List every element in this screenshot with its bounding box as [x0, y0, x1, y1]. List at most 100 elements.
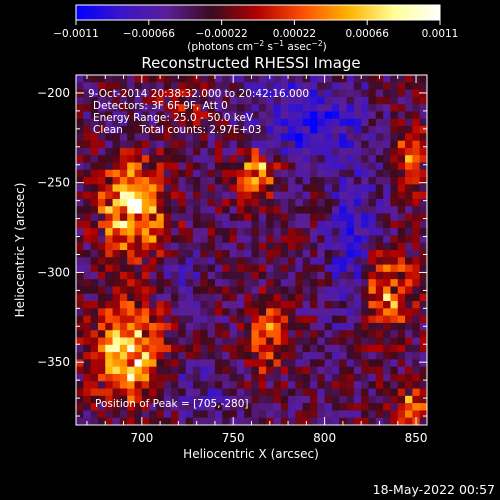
heatmap-cell: [280, 257, 289, 266]
heatmap-cell: [178, 220, 187, 229]
heatmap-cell: [83, 118, 92, 127]
heatmap-cell: [193, 395, 201, 404]
heatmap-cell: [163, 228, 172, 237]
heatmap-cell: [258, 169, 267, 178]
heatmap-cell: [331, 169, 340, 178]
heatmap-cell: [83, 228, 92, 237]
heatmap-cell: [390, 126, 399, 134]
heatmap-cell: [317, 388, 326, 397]
heatmap-cell: [171, 96, 179, 105]
heatmap-cell: [324, 322, 333, 331]
heatmap-cell: [419, 373, 427, 382]
heatmap-cell: [134, 126, 143, 134]
heatmap-cell: [156, 337, 165, 346]
heatmap-cell: [368, 191, 377, 200]
heatmap-cell: [214, 344, 223, 353]
heatmap-cell: [171, 315, 179, 324]
heatmap-cell: [390, 264, 399, 273]
heatmap-cell: [302, 198, 311, 207]
heatmap-cell: [193, 155, 201, 164]
heatmap-cell: [317, 111, 326, 120]
heatmap-cell: [258, 250, 267, 258]
heatmap-cell: [200, 162, 209, 171]
heatmap-cell: [368, 388, 377, 397]
heatmap-cell: [127, 104, 136, 113]
heatmap-cell: [149, 403, 158, 412]
heatmap-cell: [324, 220, 333, 229]
heatmap-cell: [171, 111, 179, 120]
heatmap-cell: [310, 162, 318, 171]
heatmap-cell: [346, 388, 355, 397]
heatmap-cell: [419, 184, 427, 193]
heatmap-cell: [76, 140, 84, 149]
heatmap-cell: [178, 111, 187, 120]
heatmap-cell: [90, 293, 99, 302]
heatmap-cell: [331, 417, 340, 425]
heatmap-cell: [295, 140, 304, 149]
heatmap-cell: [193, 206, 201, 215]
heatmap-cell: [258, 264, 267, 273]
heatmap-cell: [112, 308, 121, 317]
heatmap-cell: [97, 279, 106, 288]
heatmap-cell: [295, 337, 304, 346]
heatmap-cell: [375, 352, 384, 360]
heatmap-cell: [97, 228, 106, 237]
heatmap-cell: [280, 242, 289, 251]
heatmap-cell: [236, 250, 245, 258]
heatmap-cell: [193, 104, 201, 113]
heatmap-cell: [97, 147, 106, 156]
heatmap-cell: [273, 337, 282, 346]
heatmap-cell: [178, 308, 187, 317]
heatmap-cell: [390, 344, 399, 353]
heatmap-cell: [163, 410, 172, 419]
heatmap-cell: [310, 242, 318, 251]
heatmap-cell: [185, 403, 194, 412]
heatmap-cell: [97, 96, 106, 105]
heatmap-cell: [185, 322, 194, 331]
heatmap-cell: [266, 344, 275, 353]
heatmap-cell: [105, 96, 114, 105]
heatmap-cell: [353, 388, 362, 397]
heatmap-cell: [149, 250, 158, 258]
heatmap-cell: [346, 213, 355, 222]
heatmap-cell: [331, 301, 340, 309]
heatmap-cell: [171, 235, 179, 244]
heatmap-cell: [353, 293, 362, 302]
heatmap-cell: [258, 271, 267, 280]
heatmap-cell: [134, 366, 143, 375]
heatmap-cell: [339, 147, 348, 156]
heatmap-cell: [405, 89, 413, 98]
heatmap-cell: [331, 373, 340, 382]
heatmap-cell: [331, 133, 340, 142]
heatmap-cell: [295, 257, 304, 266]
heatmap-cell: [273, 381, 282, 390]
heatmap-cell: [397, 352, 406, 360]
heatmap-cell: [302, 242, 311, 251]
heatmap-cell: [258, 235, 267, 244]
heatmap-cell: [156, 82, 165, 91]
heatmap-cell: [134, 111, 143, 120]
heatmap-cell: [119, 301, 128, 309]
heatmap-cell: [383, 147, 392, 156]
heatmap-cell: [200, 330, 209, 339]
heatmap-cell: [383, 257, 392, 266]
heatmap-cell: [331, 337, 340, 346]
heatmap-cell: [156, 126, 165, 134]
heatmap-cell: [310, 89, 318, 98]
heatmap-cell: [236, 344, 245, 353]
heatmap-cell: [236, 337, 245, 346]
heatmap-cell: [280, 118, 289, 127]
heatmap-cell: [127, 191, 136, 200]
heatmap-cell: [149, 337, 158, 346]
heatmap-cell: [346, 206, 355, 215]
heatmap-cell: [339, 133, 348, 142]
heatmap-cell: [236, 381, 245, 390]
heatmap-cell: [141, 344, 150, 353]
heatmap-cell: [302, 147, 311, 156]
heatmap-cell: [412, 403, 421, 412]
heatmap-cell: [105, 126, 114, 134]
heatmap-cell: [214, 162, 223, 171]
heatmap-cell: [339, 111, 348, 120]
heatmap-cell: [236, 155, 245, 164]
heatmap-cell: [331, 111, 340, 120]
